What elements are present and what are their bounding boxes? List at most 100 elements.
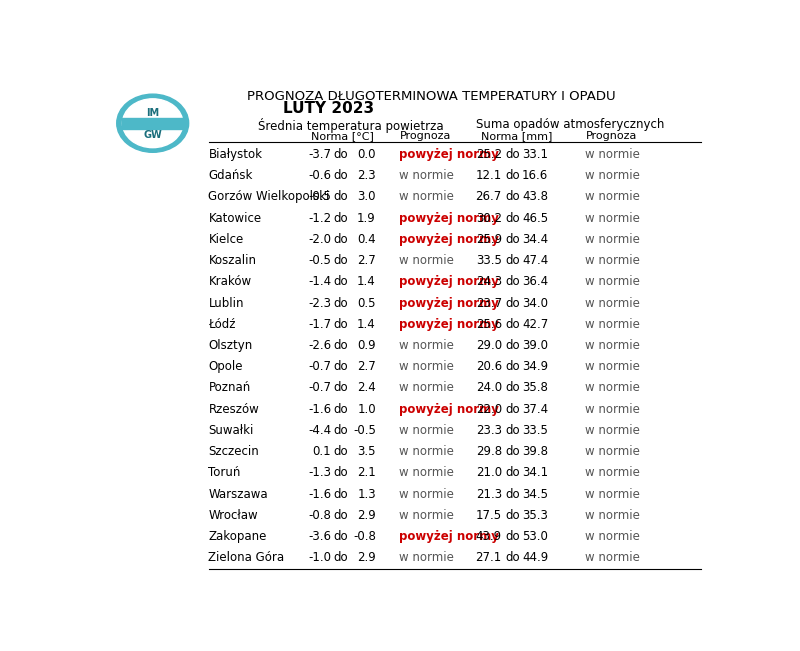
Text: do: do: [334, 339, 348, 352]
Text: Prognoza: Prognoza: [399, 131, 451, 141]
Text: w normie: w normie: [399, 360, 454, 373]
Text: 33.5: 33.5: [522, 424, 548, 437]
Text: Wrocław: Wrocław: [209, 509, 258, 522]
Text: Poznań: Poznań: [209, 381, 250, 395]
Text: w normie: w normie: [586, 424, 640, 437]
Text: Suwałki: Suwałki: [209, 424, 254, 437]
Text: -1.6: -1.6: [308, 403, 331, 415]
Text: 1.9: 1.9: [357, 212, 376, 225]
Text: 43.9: 43.9: [476, 530, 502, 543]
Text: do: do: [505, 403, 520, 415]
Text: 2.7: 2.7: [357, 254, 376, 267]
Text: powyżej normy: powyżej normy: [399, 212, 499, 225]
Text: Gorzów Wielkopolski: Gorzów Wielkopolski: [209, 190, 330, 203]
Text: Rzeszów: Rzeszów: [209, 403, 259, 415]
Text: -0.8: -0.8: [353, 530, 376, 543]
Text: Katowice: Katowice: [209, 212, 262, 225]
Text: w normie: w normie: [586, 509, 640, 522]
Text: -0.6: -0.6: [308, 169, 331, 182]
Text: do: do: [505, 466, 520, 479]
Text: powyżej normy: powyżej normy: [399, 530, 499, 543]
Text: -2.6: -2.6: [308, 339, 331, 352]
Text: Lublin: Lublin: [209, 296, 244, 309]
Text: Kraków: Kraków: [209, 275, 252, 288]
Text: -1.7: -1.7: [308, 318, 331, 331]
Text: do: do: [505, 551, 520, 564]
Text: powyżej normy: powyżej normy: [399, 318, 499, 331]
Text: 23.3: 23.3: [476, 424, 502, 437]
Text: 36.4: 36.4: [522, 275, 548, 288]
Text: 0.5: 0.5: [358, 296, 376, 309]
Text: do: do: [334, 403, 348, 415]
Text: Szczecin: Szczecin: [209, 445, 259, 458]
Text: 27.1: 27.1: [475, 551, 502, 564]
Text: Zielona Góra: Zielona Góra: [209, 551, 285, 564]
Text: -1.2: -1.2: [308, 212, 331, 225]
Text: Gdańsk: Gdańsk: [209, 169, 253, 182]
Text: do: do: [505, 381, 520, 395]
Text: -1.3: -1.3: [308, 466, 331, 479]
Text: do: do: [334, 318, 348, 331]
Text: 33.5: 33.5: [476, 254, 502, 267]
Text: do: do: [505, 360, 520, 373]
Text: do: do: [334, 254, 348, 267]
Text: w normie: w normie: [586, 381, 640, 395]
Text: -4.4: -4.4: [308, 424, 331, 437]
Text: Średnia temperatura powietrza: Średnia temperatura powietrza: [258, 118, 444, 133]
Text: w normie: w normie: [586, 530, 640, 543]
Text: powyżej normy: powyżej normy: [399, 403, 499, 415]
Text: w normie: w normie: [586, 169, 640, 182]
Text: 0.4: 0.4: [358, 233, 376, 246]
Text: 25.2: 25.2: [476, 148, 502, 161]
Text: do: do: [334, 360, 348, 373]
Text: powyżej normy: powyżej normy: [399, 275, 499, 288]
Text: 2.9: 2.9: [357, 509, 376, 522]
Text: 26.7: 26.7: [475, 190, 502, 203]
Text: do: do: [505, 190, 520, 203]
Text: 30.2: 30.2: [476, 212, 502, 225]
Text: do: do: [334, 466, 348, 479]
Text: do: do: [505, 445, 520, 458]
Text: -0.8: -0.8: [308, 509, 331, 522]
Text: 17.5: 17.5: [476, 509, 502, 522]
Text: 3.5: 3.5: [358, 445, 376, 458]
Text: do: do: [505, 148, 520, 161]
Text: 43.8: 43.8: [522, 190, 548, 203]
Text: do: do: [505, 275, 520, 288]
Text: 44.9: 44.9: [522, 551, 548, 564]
Text: 34.5: 34.5: [522, 488, 548, 501]
Circle shape: [122, 99, 183, 148]
Text: w normie: w normie: [586, 488, 640, 501]
Text: w normie: w normie: [586, 466, 640, 479]
Text: 34.4: 34.4: [522, 233, 548, 246]
Text: 21.0: 21.0: [476, 466, 502, 479]
Text: Norma [°C]: Norma [°C]: [310, 131, 374, 141]
Text: 16.6: 16.6: [522, 169, 548, 182]
Text: -0.7: -0.7: [308, 360, 331, 373]
Text: do: do: [334, 233, 348, 246]
Text: Kielce: Kielce: [209, 233, 244, 246]
Text: w normie: w normie: [586, 339, 640, 352]
Text: do: do: [505, 530, 520, 543]
Text: w normie: w normie: [399, 381, 454, 395]
Text: w normie: w normie: [586, 445, 640, 458]
Text: Warszawa: Warszawa: [209, 488, 268, 501]
Text: 2.4: 2.4: [357, 381, 376, 395]
Text: do: do: [505, 488, 520, 501]
Text: Olsztyn: Olsztyn: [209, 339, 253, 352]
Text: w normie: w normie: [399, 551, 454, 564]
Text: -0.5: -0.5: [308, 254, 331, 267]
Text: 1.4: 1.4: [357, 318, 376, 331]
Text: -0.5: -0.5: [353, 424, 376, 437]
Bar: [122, 118, 183, 129]
Text: -3.6: -3.6: [308, 530, 331, 543]
Text: w normie: w normie: [586, 296, 640, 309]
Text: -1.4: -1.4: [308, 275, 331, 288]
Text: LUTY 2023: LUTY 2023: [283, 101, 374, 116]
Text: do: do: [334, 148, 348, 161]
Text: w normie: w normie: [586, 360, 640, 373]
Text: 24.0: 24.0: [476, 381, 502, 395]
Text: powyżej normy: powyżej normy: [399, 296, 499, 309]
Text: do: do: [505, 296, 520, 309]
Text: w normie: w normie: [399, 169, 454, 182]
